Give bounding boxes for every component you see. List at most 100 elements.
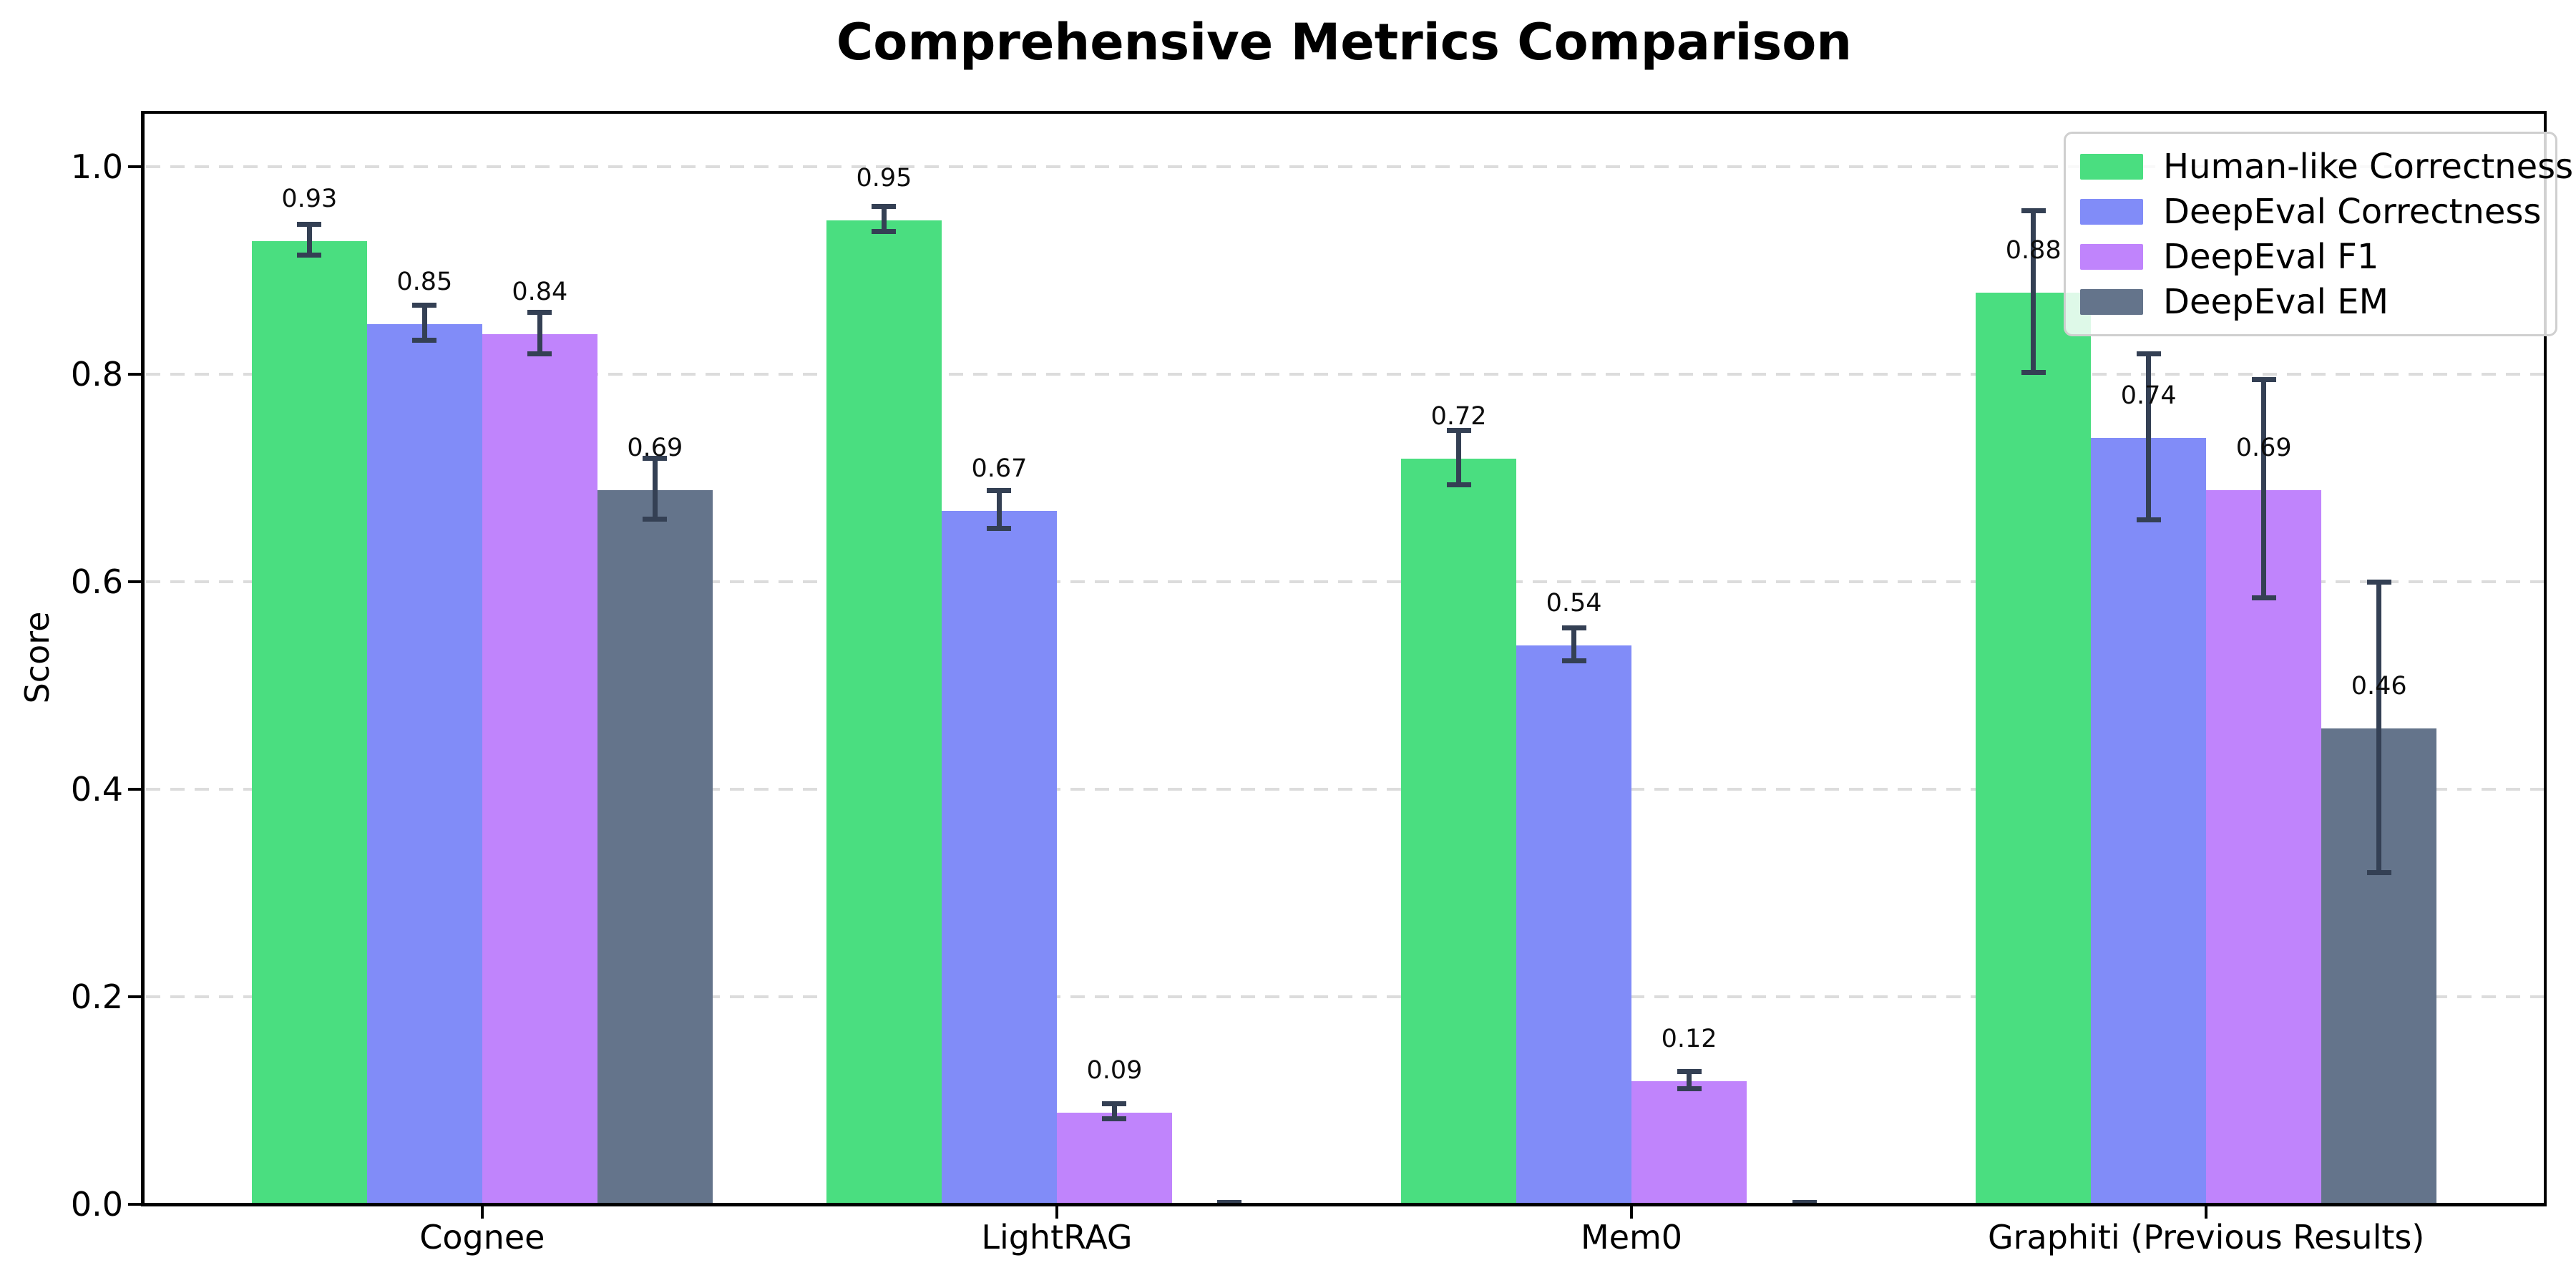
x-tick-mark xyxy=(2205,1206,2208,1219)
legend-item: DeepEval Correctness xyxy=(2080,189,2555,234)
x-tick-mark xyxy=(1630,1206,1634,1219)
bar-value-label: 0.69 xyxy=(2235,433,2292,462)
y-tick-label: 0.8 xyxy=(70,355,123,394)
bar-human-like-correctness xyxy=(1401,459,1517,1203)
bar-value-label: 0.72 xyxy=(1430,402,1487,431)
error-bar-line xyxy=(1571,627,1577,661)
gridline xyxy=(146,995,2544,998)
error-bar-line xyxy=(2031,210,2036,373)
bar-deepeval-correctness xyxy=(941,510,1057,1203)
legend-item-label: Human-like Correctness xyxy=(2163,146,2574,187)
x-tick-label: Mem0 xyxy=(1581,1218,1683,1257)
error-bar-cap-bottom xyxy=(1561,658,1586,664)
bar-value-label: 0.54 xyxy=(1546,589,1602,618)
bar-deepeval-em xyxy=(597,489,713,1203)
y-tick-label: 1.0 xyxy=(70,147,123,186)
error-bar-cap-top xyxy=(987,488,1012,494)
gridline xyxy=(146,788,2544,791)
error-bar-cap-top xyxy=(1102,1101,1127,1107)
error-bar-cap-top xyxy=(2366,580,2391,585)
y-tick-mark xyxy=(128,165,142,168)
error-bar-cap-top xyxy=(1561,625,1586,630)
error-bar-cap-bottom xyxy=(297,253,322,258)
bar-value-label: 0.85 xyxy=(396,267,453,296)
y-tick-label: 0.0 xyxy=(70,1185,123,1224)
error-bar-cap-top xyxy=(1792,1200,1817,1206)
bar-human-like-correctness xyxy=(251,240,367,1203)
y-tick-mark xyxy=(128,995,142,998)
y-tick-mark xyxy=(128,580,142,583)
error-bar-cap-bottom xyxy=(1446,482,1471,487)
error-bar-cap-bottom xyxy=(872,228,897,234)
bar-value-label: 0.69 xyxy=(627,433,683,462)
x-tick-label: Cognee xyxy=(419,1218,545,1257)
y-tick-label: 0.4 xyxy=(70,770,123,809)
x-tick-mark xyxy=(1055,1206,1058,1219)
bar-value-label: 0.95 xyxy=(856,163,912,192)
chart-title: Comprehensive Metrics Comparison xyxy=(836,13,1853,72)
x-tick-label: Graphiti (Previous Results) xyxy=(1987,1218,2425,1257)
bar-value-label: 0.46 xyxy=(2351,672,2407,701)
bar-deepeval-correctness xyxy=(1516,645,1632,1203)
x-tick-mark xyxy=(480,1206,484,1219)
error-bar-line xyxy=(537,312,542,353)
legend-item: DeepEval F1 xyxy=(2080,234,2555,279)
error-bar-cap-top xyxy=(2136,351,2161,356)
error-bar-cap-bottom xyxy=(1677,1085,1702,1091)
top-spine xyxy=(141,111,2547,114)
error-bar-line xyxy=(996,490,1002,528)
bar-value-label: 0.09 xyxy=(1086,1055,1143,1085)
bar-deepeval-correctness xyxy=(366,323,482,1203)
error-bar-cap-top xyxy=(412,302,437,308)
bar-human-like-correctness xyxy=(826,220,942,1203)
error-bar-cap-top xyxy=(527,310,552,315)
y-axis-label: Score xyxy=(18,611,57,704)
legend-swatch xyxy=(2080,243,2143,270)
y-tick-label: 0.6 xyxy=(70,562,123,601)
legend-item-label: DeepEval Correctness xyxy=(2163,191,2542,232)
error-bar-line xyxy=(2261,379,2267,597)
bar-value-label: 0.67 xyxy=(971,454,1028,483)
legend-item-label: DeepEval F1 xyxy=(2163,236,2379,277)
right-spine xyxy=(2544,111,2547,1206)
error-bar-line xyxy=(306,223,312,255)
error-bar-cap-bottom xyxy=(643,516,668,522)
bar-deepeval-f1 xyxy=(1631,1081,1747,1203)
bar-value-label: 0.93 xyxy=(281,184,338,213)
legend-swatch xyxy=(2080,198,2143,225)
bar-value-label: 0.12 xyxy=(1661,1025,1717,1053)
error-bar-cap-top xyxy=(1217,1200,1242,1206)
y-tick-mark xyxy=(128,373,142,376)
error-bar-line xyxy=(1456,430,1462,484)
error-bar-line xyxy=(2376,582,2382,872)
bar-deepeval-f1 xyxy=(1056,1112,1172,1203)
left-spine xyxy=(141,111,145,1206)
error-bar-cap-bottom xyxy=(2366,870,2391,875)
error-bar-cap-bottom xyxy=(527,351,552,356)
bar-human-like-correctness xyxy=(1976,293,2092,1203)
gridline xyxy=(146,165,2544,168)
y-tick-mark xyxy=(128,1203,142,1206)
error-bar-line xyxy=(421,304,427,341)
error-bar-cap-top xyxy=(643,456,668,462)
error-bar-cap-top xyxy=(1446,428,1471,434)
error-bar-cap-top xyxy=(2251,377,2276,383)
legend-swatch xyxy=(2080,153,2143,180)
y-tick-mark xyxy=(128,788,142,791)
error-bar-line xyxy=(1111,1103,1117,1118)
error-bar-cap-bottom xyxy=(987,525,1012,531)
bar-value-label: 0.74 xyxy=(2120,381,2177,410)
legend-item: DeepEval EM xyxy=(2080,279,2555,324)
legend-swatch xyxy=(2080,288,2143,315)
y-tick-label: 0.2 xyxy=(70,977,123,1016)
error-bar-cap-bottom xyxy=(1102,1116,1127,1121)
error-bar-cap-bottom xyxy=(2251,595,2276,600)
bar-value-label: 0.84 xyxy=(512,278,568,306)
bottom-spine xyxy=(141,1203,2547,1206)
gridline xyxy=(146,373,2544,376)
error-bar-line xyxy=(881,206,887,231)
error-bar-cap-bottom xyxy=(412,338,437,343)
error-bar-line xyxy=(1687,1071,1692,1088)
x-tick-label: LightRAG xyxy=(981,1218,1133,1257)
